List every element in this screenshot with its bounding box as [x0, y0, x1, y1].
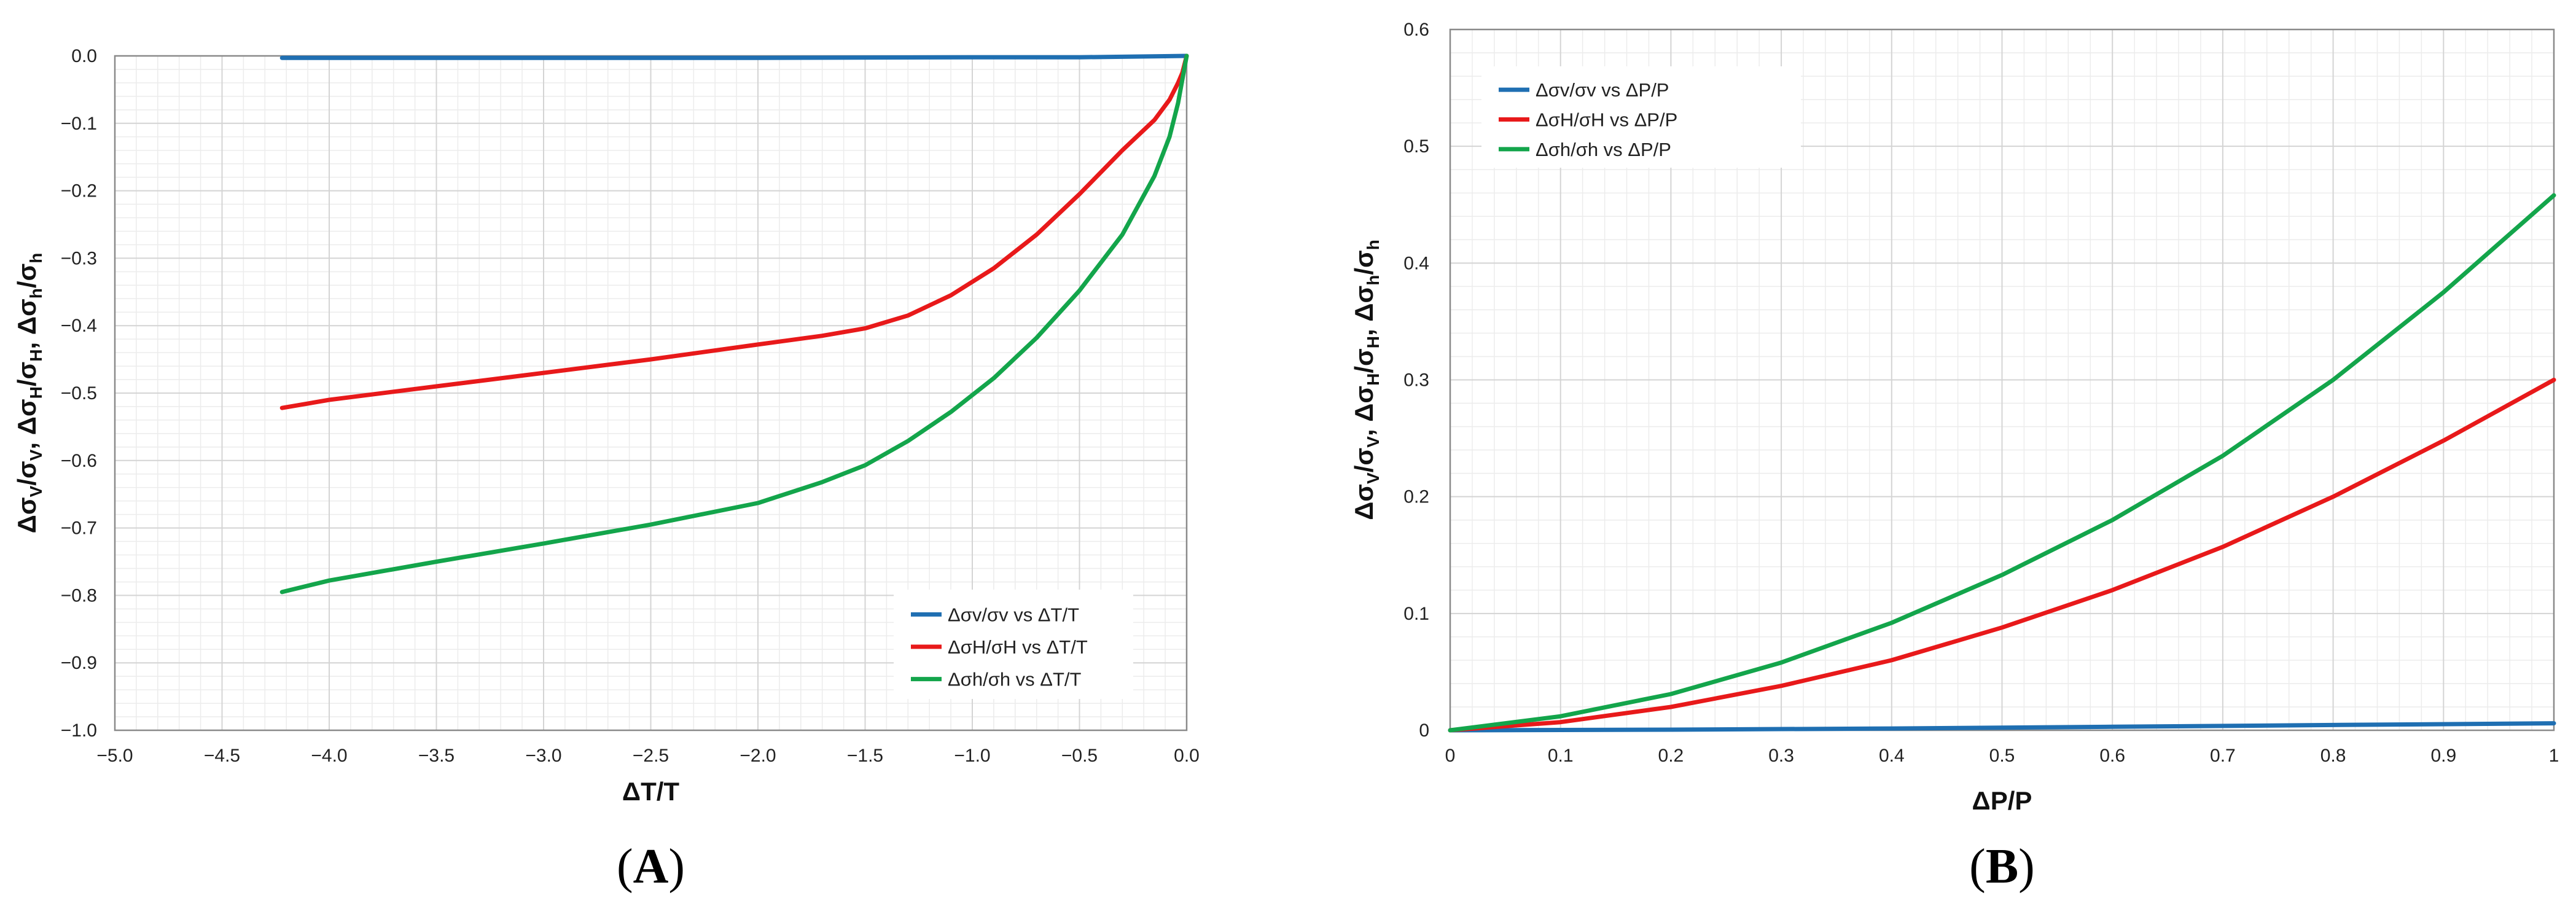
- panel-a-y-tick-label: −0.1: [61, 114, 97, 134]
- panel-b-y-tick-label: 0.4: [1403, 253, 1429, 273]
- panel-a-y-axis-title-part: , Δσ: [12, 399, 41, 449]
- panel-a-legend-label-3: Δσh/σh vs ΔT/T: [948, 669, 1082, 690]
- panel-a-series-line-2: [279, 53, 1189, 410]
- panel-b-x-tick-label: 0.5: [1989, 746, 2015, 766]
- panel-a-y-axis-title-part: /σ: [12, 461, 41, 485]
- panel-a-x-tick-label: 0.0: [1174, 746, 1200, 766]
- panel-b-series-line-2: [1448, 378, 2556, 733]
- panel-b-y-axis-title-subscript: V: [1364, 472, 1383, 484]
- panel-a-label: (A): [617, 840, 685, 894]
- panel-a-x-tick-label: −3.0: [525, 746, 561, 766]
- panel-a-y-axis-title-subscript: h: [26, 253, 45, 263]
- panel-b-y-tick-label: 0.5: [1403, 136, 1429, 157]
- panel-b-legend-label-2: ΔσH/σH vs ΔP/P: [1536, 109, 1677, 131]
- panel-b-y-tick-label: 0.2: [1403, 487, 1429, 507]
- panel-a-grid: [114, 55, 1187, 731]
- panel-b-y-axis-title-part: /σ: [1349, 250, 1378, 275]
- panel-b-y-axis-title-part: , Δσ: [1349, 286, 1378, 336]
- panel-b-x-tick-label: 0.1: [1548, 746, 1574, 766]
- panel-a-y-tick-label: −1.0: [61, 720, 97, 741]
- panel-a-legend: Δσv/σv vs ΔT/T ΔσH/σH vs ΔT/T Δσh/σh vs ΔT…: [894, 590, 1133, 699]
- panel-b-y-axis-title-subscript: H: [1364, 373, 1383, 386]
- panel-b-x-tick-label: 0.7: [2210, 746, 2236, 766]
- panel-b-label-close-paren: ): [2018, 840, 2035, 894]
- panel-b-label-open-paren: (: [1969, 840, 1986, 894]
- panel-b-series-line-1: [1448, 721, 2556, 733]
- panel-a-y-tick-label: −0.6: [61, 451, 97, 471]
- panel-b-label-letter: B: [1986, 840, 2018, 894]
- panel-a-y-tick-label: 0.0: [71, 46, 97, 66]
- panel-a-x-tick-label: −4.0: [311, 746, 347, 766]
- panel-a-y-axis-title-subscript: H: [26, 386, 45, 399]
- panel-b-label: (B): [1969, 840, 2035, 894]
- panel-b-x-tick-label: 0: [1445, 746, 1456, 766]
- panel-a-x-tick-label: −4.5: [204, 746, 240, 766]
- panel-b-legend-label-3: Δσh/σh vs ΔP/P: [1536, 139, 1671, 160]
- panel-a-x-tick-label: −2.0: [740, 746, 776, 766]
- panel-a-y-tick-label: −0.5: [61, 383, 97, 404]
- panel-b-y-axis-title: ΔσV/σV, ΔσH/σH, Δσh/σh: [1349, 240, 1383, 520]
- panel-b-y-tick-label: 0: [1419, 720, 1429, 741]
- panel-a-y-tick-label: −0.2: [61, 181, 97, 201]
- panel-a-label-letter: A: [633, 840, 669, 894]
- panel-a-y-axis-title-subscript: H: [26, 349, 45, 362]
- panel-b-x-tick-label: 0.6: [2099, 746, 2125, 766]
- panel-b-y-axis-title-subscript: h: [1364, 240, 1383, 250]
- panel-b-y-axis-title-part: , Δσ: [1349, 386, 1378, 436]
- panel-b-x-axis-title: ΔP/P: [1972, 786, 2032, 815]
- panel-b-legend-box: [1481, 66, 1801, 168]
- panel-a-series-line-1: [279, 53, 1189, 60]
- panel-b-y-axis-title-part: /σ: [1349, 448, 1378, 472]
- panel-a-y-tick-label: −0.4: [61, 316, 97, 336]
- panel-b-y-axis-title-subscript: H: [1364, 336, 1383, 348]
- panel-b-x-tick-label: 0.9: [2430, 746, 2456, 766]
- panel-b-x-tick-label: 0.4: [1879, 746, 1905, 766]
- panel-a-legend-label-1: Δσv/σv vs ΔT/T: [948, 604, 1079, 625]
- panel-b-x-tick-label: 0.8: [2320, 746, 2346, 766]
- panel-a-x-axis-title: ΔT/T: [622, 777, 680, 806]
- panel-b-x-tick-label: 1: [2549, 746, 2559, 766]
- panel-a-y-axis-title-part: Δσ: [12, 497, 41, 533]
- panel-a-x-tick-label: −0.5: [1061, 746, 1098, 766]
- panel-b-series-line-3: [1448, 193, 2556, 733]
- panel-b-y-tick-label: 0.3: [1403, 370, 1429, 391]
- panel-b-y-axis-title-subscript: h: [1364, 275, 1383, 286]
- panel-a-x-tick-label: −3.5: [418, 746, 455, 766]
- panel-a-y-tick-label: −0.7: [61, 518, 97, 539]
- panel-b-y-axis-title-part: /σ: [1349, 348, 1378, 373]
- panel-a: −5.0 −4.5 −4.0 −3.5 −3.0 −2.5 −2.0 −1.5 −1.0 −0.5…: [12, 46, 1200, 894]
- panel-a-y-axis-title-subscript: h: [26, 288, 45, 299]
- panel-a-label-close-paren: ): [668, 840, 685, 894]
- panel-a-y-axis-title-part: /σ: [12, 362, 41, 386]
- panel-b: 0 0.1 0.2 0.3 0.4 0.5 0.6 0.7 0.8 0.9 1 0 0.1 0.2 0.3 0…: [1349, 20, 2559, 894]
- panel-a-label-open-paren: (: [617, 840, 633, 894]
- panel-b-y-axis-title-part: Δσ: [1349, 484, 1378, 520]
- panel-a-y-axis-title-part: /σ: [12, 263, 41, 288]
- panel-a-y-tick-label: −0.8: [61, 585, 97, 606]
- panel-b-legend-label-1: Δσv/σv vs ΔP/P: [1536, 79, 1669, 101]
- panel-b-y-tick-label: 0.6: [1403, 20, 1429, 40]
- panel-b-legend: Δσv/σv vs ΔP/P ΔσH/σH vs ΔP/P Δσh/σh vs ΔP…: [1481, 66, 1801, 168]
- panel-a-x-tick-label: −1.5: [847, 746, 883, 766]
- panel-a-x-tick-label: −5.0: [96, 746, 133, 766]
- panel-a-y-axis-title: ΔσV/σV, ΔσH/σH, Δσh/σh: [12, 253, 45, 534]
- panel-a-legend-label-2: ΔσH/σH vs ΔT/T: [948, 636, 1088, 658]
- panel-b-x-tick-label: 0.2: [1658, 746, 1684, 766]
- panel-b-y-tick-label: 0.1: [1403, 604, 1429, 624]
- panel-a-series-line-3: [279, 53, 1189, 595]
- panel-a-y-tick-label: −0.9: [61, 653, 97, 673]
- panel-a-x-tick-label: −1.0: [954, 746, 990, 766]
- panel-a-y-tick-label: −0.3: [61, 248, 97, 268]
- panel-b-y-axis-title-subscript: V: [1364, 436, 1383, 448]
- panel-a-y-axis-title-subscript: V: [26, 485, 45, 497]
- panel-a-x-tick-label: −2.5: [633, 746, 669, 766]
- panel-a-y-axis-title-subscript: V: [26, 449, 45, 461]
- panel-b-x-tick-label: 0.3: [1768, 746, 1794, 766]
- panel-a-y-axis-title-part: , Δσ: [12, 299, 41, 349]
